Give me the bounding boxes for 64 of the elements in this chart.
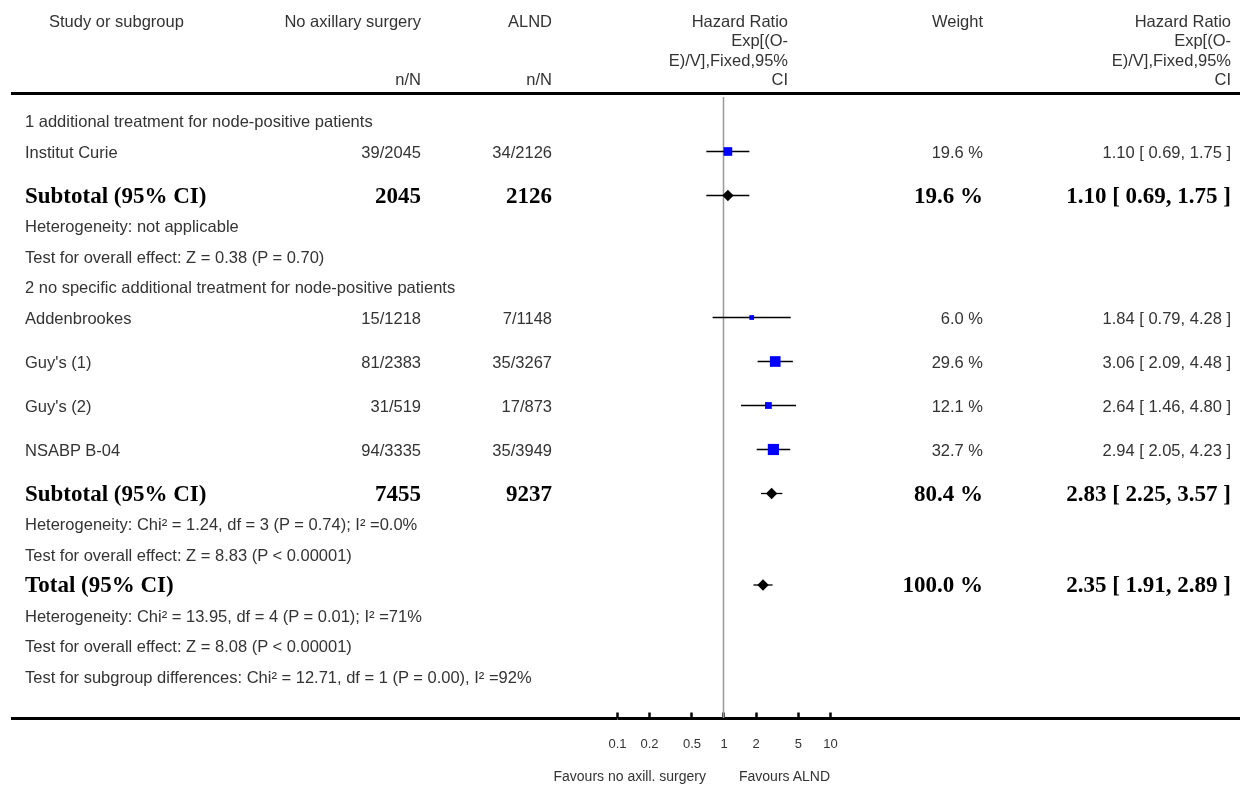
- text: 100.0 %: [902, 572, 983, 597]
- y-tick-label: Test for overall effect: Z = 8.08 (P < 0.00001): [25, 637, 352, 655]
- y-tick-label: Guy's (2): [25, 396, 92, 415]
- x-tick-label: 0.5: [682, 735, 701, 751]
- text: n/N: [395, 70, 421, 88]
- text: 1.10 [ 0.69, 1.75 ]: [1066, 182, 1231, 208]
- text: 94/3335: [361, 440, 421, 459]
- y-tick-label: Test for overall effect: Z = 8.83 (P < 0.00001): [25, 545, 352, 564]
- text: 6.0 %: [940, 308, 984, 327]
- text: Weight: [931, 12, 984, 30]
- data-label: 1.10 [ 0.69, 1.75 ]: [1102, 142, 1231, 161]
- text: 15/1218: [361, 308, 421, 327]
- text: 7455: [375, 480, 421, 506]
- y-tick-label: Guy's (1): [25, 352, 92, 371]
- data-label: 3.06 [ 2.09, 4.48 ]: [1102, 352, 1231, 371]
- data-label: 1.84 [ 0.79, 4.28 ]: [1102, 308, 1231, 327]
- y-tick-label: Total (95% CI): [25, 572, 174, 597]
- text: n/N: [526, 70, 552, 88]
- text: 31/519: [370, 396, 421, 415]
- data-label: 2.64 [ 1.46, 4.80 ]: [1102, 396, 1231, 415]
- text: 2.83 [ 2.25, 3.57 ]: [1066, 480, 1231, 506]
- text: 29.6 %: [931, 352, 984, 371]
- text: 39/2045: [361, 142, 421, 161]
- y-tick-label: Heterogeneity: Chi² = 13.95, df = 4 (P = 0.01); I² =71%: [25, 606, 423, 625]
- y-tick-label: Subtotal (95% CI): [25, 480, 207, 506]
- text: ALND: [507, 12, 553, 30]
- x-tick-label: 0.2: [640, 735, 659, 751]
- text: 2.35 [ 1.91, 2.89 ]: [1066, 572, 1231, 597]
- text: 32.7 %: [931, 440, 984, 459]
- y-tick-label: Heterogeneity: not applicable: [25, 217, 239, 235]
- text: 80.4 %: [914, 480, 983, 506]
- y-tick-label: NSABP B-04: [25, 440, 121, 459]
- y-tick-label: Addenbrookes: [25, 308, 132, 327]
- x-tick-label: 10: [823, 735, 838, 751]
- data-label: 2.94 [ 2.05, 4.23 ]: [1102, 440, 1231, 459]
- text: 35/3267: [492, 352, 552, 371]
- y-tick-label: Test for overall effect: Z = 0.38 (P = 0.70): [25, 247, 325, 266]
- text: 17/873: [501, 396, 552, 415]
- y-tick-label: 2 no specific additional treatment for node-positive patients: [25, 278, 456, 296]
- text: 9237: [506, 480, 552, 506]
- y-tick-label: Institut Curie: [25, 142, 118, 161]
- x-tick-label: 0.1: [608, 735, 627, 751]
- text: No axillary surgery: [284, 12, 422, 30]
- x-tick-label: 1: [720, 735, 728, 751]
- text: Study or subgroup: [49, 12, 184, 30]
- text: 19.6 %: [931, 142, 984, 161]
- text: 34/2126: [492, 142, 552, 161]
- text: 81/2383: [361, 352, 421, 371]
- text: 2045: [375, 182, 421, 208]
- text: Favours ALND: [739, 768, 831, 784]
- text: 19.6 %: [914, 182, 983, 208]
- x-tick-label: 2: [752, 735, 760, 751]
- y-tick-label: Heterogeneity: Chi² = 1.24, df = 3 (P = 0.74); I² =0.0%: [25, 515, 418, 533]
- text: Hazard Ratio Exp[(O- E)/V],Fixed,95% CI: [668, 12, 789, 88]
- text: 35/3949: [492, 440, 552, 459]
- x-tick-label: 5: [794, 735, 803, 751]
- text: 2126: [506, 182, 552, 208]
- text: Hazard Ratio Exp[(O- E)/V],Fixed,95% CI: [1111, 12, 1232, 88]
- text: Favours no axill. surgery: [553, 768, 706, 784]
- text: 12.1 %: [931, 396, 984, 415]
- y-tick-label: Test for subgroup differences: Chi² = 12.71, df = 1 (P = 0.00), I² =92%: [25, 667, 532, 686]
- text: 7/1148: [502, 308, 552, 327]
- y-tick-label: Subtotal (95% CI): [25, 182, 207, 208]
- y-tick-label: 1 additional treatment for node-positive patients: [25, 112, 373, 130]
